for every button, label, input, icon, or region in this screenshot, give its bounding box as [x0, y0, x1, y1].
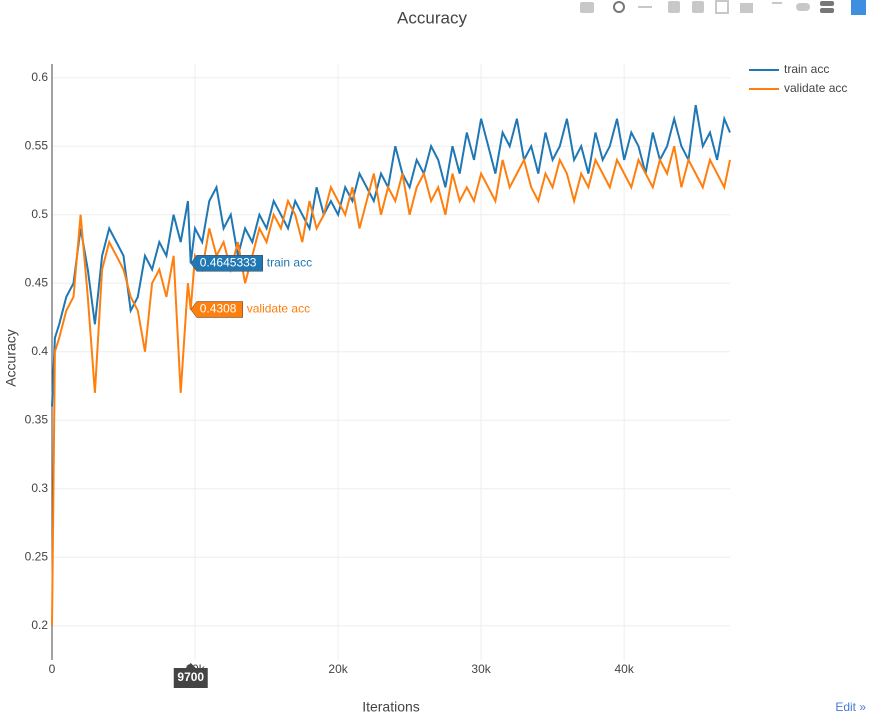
pan-icon[interactable]: [638, 6, 652, 8]
x-tick-label: 40k: [614, 662, 634, 676]
chart-title: Accuracy: [397, 8, 467, 27]
y-tick-label: 0.25: [25, 549, 49, 563]
line-series: [51, 145, 731, 626]
zoom-icon[interactable]: [613, 1, 625, 13]
hover-value: 0.4645333: [200, 255, 257, 269]
hover-x-label: 9700: [177, 670, 204, 684]
zoom-in-icon[interactable]: [668, 1, 680, 13]
y-tick-label: 0.4: [31, 344, 48, 358]
hover-label: 0.4308 validate acc: [190, 301, 310, 318]
spike-icon[interactable]: [772, 2, 782, 4]
x-tick-label: 20k: [328, 662, 348, 676]
hover-value: 0.4308: [200, 302, 237, 316]
y-tick-label: 0.55: [25, 138, 49, 152]
y-tick-label: 0.2: [31, 618, 48, 632]
y-tick-label: 0.6: [31, 70, 48, 84]
hover-x-box: [173, 663, 208, 688]
edit-link[interactable]: Edit »: [835, 700, 866, 714]
hover-box: [190, 301, 243, 318]
plotly-logo[interactable]: [851, 0, 866, 15]
y-tick-label: 0.45: [25, 275, 49, 289]
hover-label: 0.4645333 train acc: [190, 255, 312, 272]
y-tick-label: 0.5: [31, 207, 48, 221]
line-series: [51, 104, 731, 407]
camera-icon[interactable]: [580, 2, 594, 13]
zoom-out-icon[interactable]: [692, 1, 704, 13]
y-tick-label: 0.3: [31, 481, 48, 495]
hover-series-name: train acc: [267, 255, 312, 269]
reset-icon[interactable]: [740, 3, 753, 13]
y-axis-label: Accuracy: [3, 329, 19, 387]
hover-compare-icon[interactable]: [820, 8, 834, 13]
hover-closest-icon[interactable]: [796, 3, 810, 11]
hover-box: [190, 255, 263, 272]
hover-compare-icon[interactable]: [820, 1, 834, 6]
legend-label: train acc: [784, 62, 829, 76]
x-axis-label: Iterations: [362, 699, 420, 715]
legend-label: validate acc: [784, 81, 847, 95]
x-tick-label: 0: [49, 662, 56, 676]
hover-series-name: validate acc: [247, 302, 310, 316]
toolbar: [580, 0, 866, 15]
autoscale-icon[interactable]: [715, 0, 729, 14]
x-tick-label: 30k: [471, 662, 491, 676]
y-tick-label: 0.35: [25, 412, 49, 426]
